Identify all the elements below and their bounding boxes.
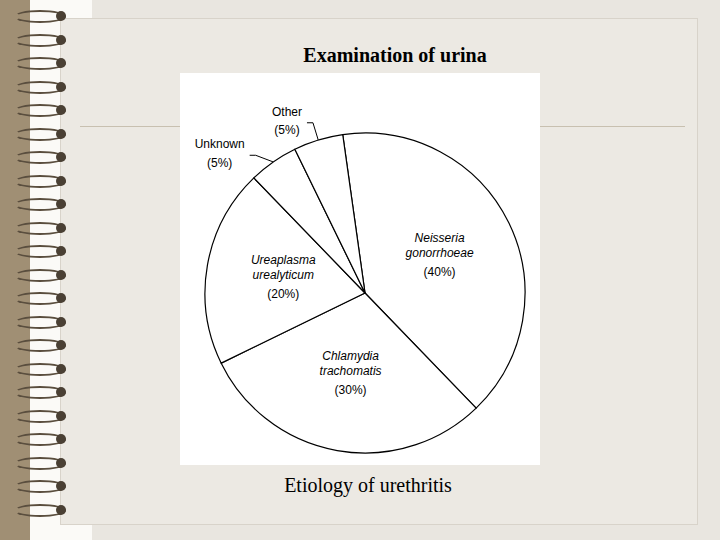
svg-text:trachomatis: trachomatis — [320, 364, 382, 378]
svg-text:Neisseria: Neisseria — [415, 231, 465, 245]
svg-text:urealyticum: urealyticum — [253, 268, 314, 282]
svg-text:Chlamydia: Chlamydia — [322, 349, 379, 363]
svg-text:Unknown: Unknown — [195, 137, 245, 151]
svg-text:Examination of urina: Examination of urina — [303, 44, 486, 66]
svg-text:Other: Other — [272, 105, 302, 119]
svg-text:(5%): (5%) — [274, 123, 299, 137]
svg-text:(20%): (20%) — [267, 287, 299, 301]
svg-text:Etiology of urethritis: Etiology of urethritis — [284, 474, 452, 497]
svg-text:Ureaplasma: Ureaplasma — [251, 253, 316, 267]
svg-text:gonorrhoeae: gonorrhoeae — [406, 246, 474, 260]
svg-text:(30%): (30%) — [335, 383, 367, 397]
svg-text:(40%): (40%) — [424, 265, 456, 279]
svg-text:(5%): (5%) — [207, 156, 232, 170]
